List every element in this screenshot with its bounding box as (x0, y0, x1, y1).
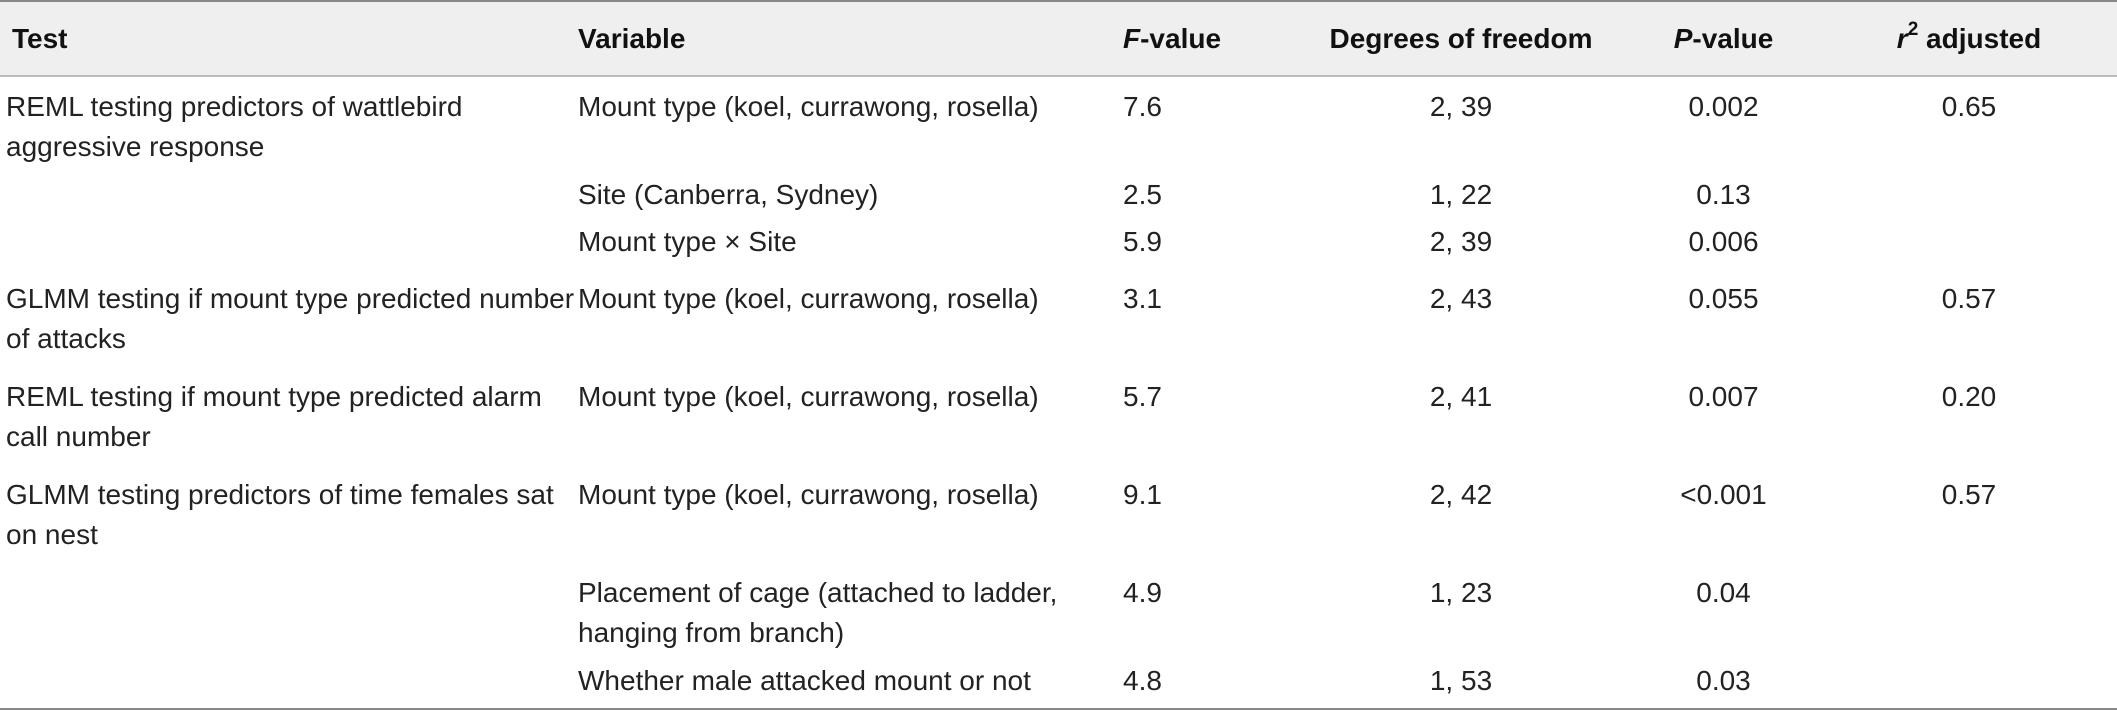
cell-f-value: 4.8 (1123, 665, 1162, 696)
cell-variable: Placement of cage (attached to ladder, h… (578, 577, 1058, 648)
cell-df: 1, 22 (1429, 179, 1493, 210)
table-row: Mount type × Site 5.9 2, 39 0.006 (0, 222, 2117, 269)
table-row: REML testing predictors of wattlebird ag… (0, 76, 2117, 175)
cell-variable: Whether male attacked mount or not (578, 665, 1031, 696)
cell-variable: Mount type (koel, currawong, rosella) (578, 479, 1039, 510)
table-row: REML testing if mount type predicted ala… (0, 367, 2117, 465)
cell-f-value: 5.7 (1123, 381, 1162, 412)
header-variable: Variable (578, 1, 1123, 76)
cell-variable: Site (Canberra, Sydney) (578, 179, 879, 210)
cell-p-value: <0.001 (1680, 479, 1767, 510)
header-r2-adjusted: r2 adjusted (1821, 1, 2117, 76)
header-row: Test Variable F-value Degrees of freedom… (0, 1, 2117, 76)
cell-r2: 0.57 (1941, 283, 1997, 314)
cell-p-value: 0.002 (1688, 91, 1759, 122)
cell-df: 2, 42 (1429, 479, 1493, 510)
cell-p-value: 0.13 (1696, 179, 1751, 210)
cell-df: 2, 39 (1429, 226, 1493, 257)
cell-test (0, 222, 578, 269)
cell-r2 (1821, 661, 2117, 709)
header-p-value: P-value (1626, 1, 1821, 76)
table-header: Test Variable F-value Degrees of freedom… (0, 1, 2117, 76)
cell-test: GLMM testing predictors of time females … (6, 479, 554, 550)
cell-df: 2, 39 (1429, 91, 1493, 122)
cell-test (0, 563, 578, 661)
header-test: Test (0, 1, 578, 76)
cell-df: 1, 23 (1429, 577, 1493, 608)
cell-test: REML testing if mount type predicted ala… (6, 381, 542, 452)
cell-f-value: 3.1 (1123, 283, 1162, 314)
cell-p-value: 0.007 (1688, 381, 1759, 412)
cell-r2 (1821, 222, 2117, 269)
table-row: Placement of cage (attached to ladder, h… (0, 563, 2117, 661)
cell-df: 2, 41 (1429, 381, 1493, 412)
cell-r2: 0.20 (1941, 381, 1997, 412)
cell-variable: Mount type (koel, currawong, rosella) (578, 283, 1039, 314)
cell-r2: 0.65 (1941, 91, 1997, 122)
cell-df: 1, 53 (1429, 665, 1493, 696)
cell-test (0, 661, 578, 709)
cell-test (0, 175, 578, 222)
header-f-value: F-value (1123, 1, 1296, 76)
cell-r2: 0.57 (1941, 479, 1997, 510)
cell-p-value: 0.04 (1696, 577, 1751, 608)
cell-f-value: 7.6 (1123, 91, 1162, 122)
cell-p-value: 0.055 (1688, 283, 1759, 314)
table-row: GLMM testing predictors of time females … (0, 465, 2117, 563)
cell-f-value: 9.1 (1123, 479, 1162, 510)
cell-variable: Mount type × Site (578, 226, 797, 257)
cell-df: 2, 43 (1429, 283, 1493, 314)
cell-test: REML testing predictors of wattlebird ag… (6, 91, 463, 162)
cell-variable: Mount type (koel, currawong, rosella) (578, 91, 1039, 122)
cell-p-value: 0.03 (1696, 665, 1751, 696)
table-body: REML testing predictors of wattlebird ag… (0, 76, 2117, 709)
cell-test: GLMM testing if mount type predicted num… (6, 283, 575, 354)
table-row: Site (Canberra, Sydney) 2.5 1, 22 0.13 (0, 175, 2117, 222)
cell-r2 (1821, 175, 2117, 222)
cell-variable: Mount type (koel, currawong, rosella) (578, 381, 1039, 412)
cell-p-value: 0.006 (1688, 226, 1759, 257)
table-row: Whether male attacked mount or not 4.8 1… (0, 661, 2117, 709)
cell-f-value: 2.5 (1123, 179, 1162, 210)
cell-r2 (1821, 563, 2117, 661)
table-row: GLMM testing if mount type predicted num… (0, 269, 2117, 367)
header-degrees-of-freedom: Degrees of freedom (1296, 1, 1626, 76)
cell-f-value: 5.9 (1123, 226, 1162, 257)
cell-f-value: 4.9 (1123, 577, 1162, 608)
